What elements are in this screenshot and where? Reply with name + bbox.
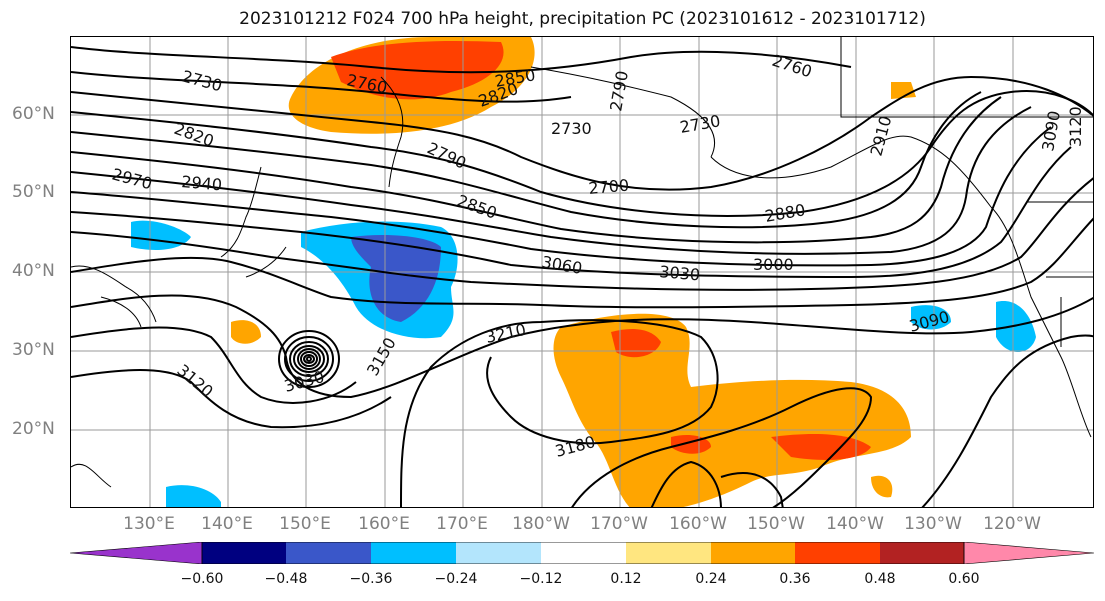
longitude-label: 150°W: [747, 514, 805, 534]
contour-label: 2760: [770, 51, 815, 82]
colorbar-tick-label: 0.60: [948, 571, 980, 587]
colorbar-segment: [541, 542, 626, 564]
colorbar: [70, 542, 1095, 564]
colorbar-segment: [711, 542, 795, 564]
contour-label: 3090: [1038, 109, 1064, 152]
us-borders: [840, 37, 1093, 347]
colorbar-extend-high: [963, 542, 1095, 564]
height-contours: [71, 46, 1093, 507]
contour-label: 3000: [753, 255, 794, 274]
positive-precip-core: [611, 329, 661, 358]
precipitation-shading: [131, 37, 1036, 507]
contour-label: 3210: [484, 320, 528, 347]
asia-coastline: [71, 166, 287, 488]
north-america-coastline: [990, 206, 1092, 438]
longitude-label: 120°W: [983, 514, 1041, 534]
contour-label: 3150: [363, 334, 400, 379]
map-canvas: 2730 2760 2850 2820 2790 2760 2820 2970 …: [71, 37, 1093, 507]
colorbar-segment: [202, 542, 286, 564]
latitude-label: 40°N: [12, 261, 55, 281]
longitude-label: 180°W: [512, 514, 570, 534]
negative-precip-region: [131, 220, 191, 250]
colorbar-tick-label: −0.24: [434, 571, 478, 587]
colorbar-tick-label: −0.60: [180, 571, 224, 587]
graticule: [71, 37, 1093, 507]
contour-label: 3180: [553, 432, 597, 461]
map-panel: 2730 2760 2850 2820 2790 2760 2820 2970 …: [70, 36, 1094, 508]
contour-label: 2850: [455, 191, 500, 223]
contour-label: 3120: [173, 361, 216, 402]
colorbar-tick-label: −0.48: [264, 571, 308, 587]
colorbar-tick-label: 0.48: [864, 571, 896, 587]
contour-label: 3060: [540, 252, 583, 278]
contour-label: 2730: [180, 67, 224, 96]
colorbar-segment: [286, 542, 371, 564]
longitude-label: 170°E: [436, 514, 488, 534]
colorbar-segment: [795, 542, 880, 564]
map-title: 2023101212 F024 700 hPa height, precipit…: [239, 9, 926, 29]
contour-label: 2910: [867, 114, 896, 158]
colorbar-extend-low: [70, 542, 203, 564]
positive-precip-region: [871, 475, 893, 498]
positive-precip-region: [553, 313, 911, 507]
longitude-label: 140°E: [201, 514, 253, 534]
colorbar-tick-label: 0.12: [610, 571, 642, 587]
colorbar-segment: [456, 542, 541, 564]
colorbar-tick-label: −0.36: [349, 571, 393, 587]
colorbar-segment: [626, 542, 711, 564]
contour-label: 2970: [110, 165, 154, 194]
contour-label: 2820: [172, 119, 217, 151]
contour-label: 2790: [606, 69, 632, 112]
contour-label: 3120: [1066, 106, 1085, 147]
latitude-label: 50°N: [12, 182, 55, 202]
negative-precip-core: [351, 235, 441, 322]
alaska-coastline: [530, 66, 992, 208]
contour-label: 2880: [763, 200, 806, 226]
longitude-label: 160°E: [358, 514, 410, 534]
negative-precip-region: [166, 485, 221, 507]
latitude-label: 60°N: [12, 104, 55, 124]
colorbar-segment: [371, 542, 456, 564]
colorbar-segment: [880, 542, 964, 564]
positive-precip-region: [231, 320, 261, 344]
coastlines: [71, 37, 1093, 488]
contour-label: 3030: [659, 262, 701, 284]
colorbar-tick-label: 0.24: [695, 571, 727, 587]
contour-label: 2700: [588, 176, 630, 198]
longitude-label: 140°W: [826, 514, 884, 534]
negative-precip-region: [996, 301, 1036, 352]
longitude-label: 170°W: [590, 514, 648, 534]
colorbar-tick-label: −0.12: [519, 571, 563, 587]
latitude-label: 30°N: [12, 340, 55, 360]
negative-precip-region: [911, 305, 951, 330]
contour-label: 2940: [181, 172, 223, 194]
longitude-label: 130°E: [123, 514, 175, 534]
longitude-label: 130°W: [904, 514, 962, 534]
colorbar-tick-label: 0.36: [779, 571, 811, 587]
latitude-label: 20°N: [12, 419, 55, 439]
contour-label: 2730: [551, 119, 592, 138]
longitude-label: 160°W: [669, 514, 727, 534]
positive-precip-region: [891, 82, 916, 99]
typhoon-center: [278, 330, 340, 388]
longitude-label: 150°E: [279, 514, 331, 534]
